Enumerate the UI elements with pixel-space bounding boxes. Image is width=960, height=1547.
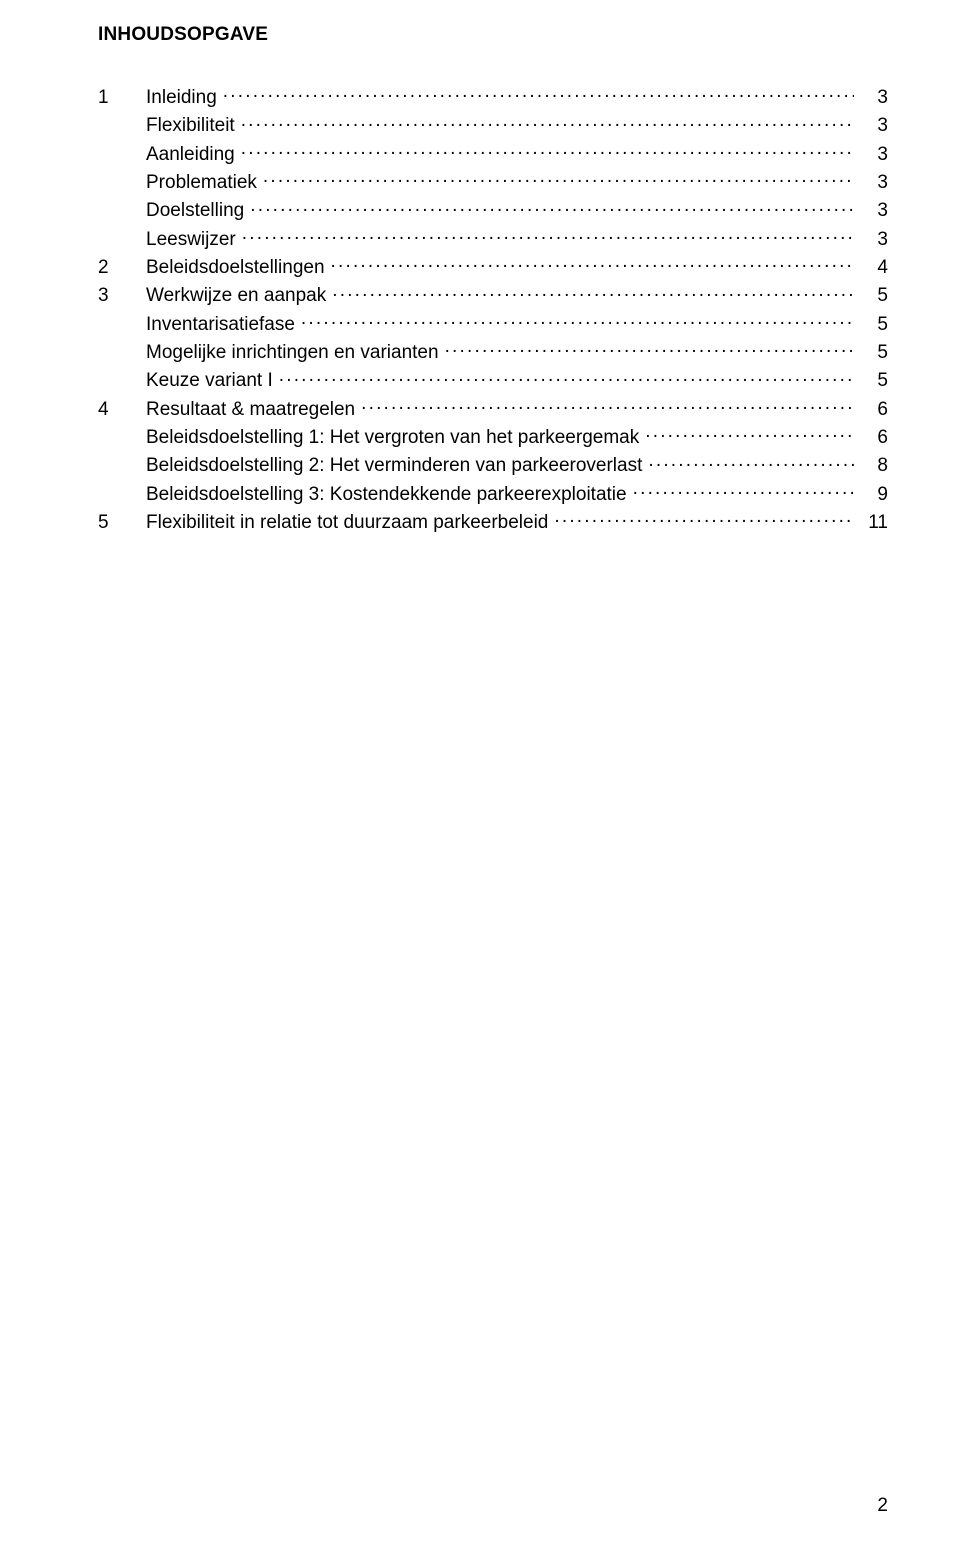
- toc-page: 5: [854, 370, 888, 392]
- page: INHOUDSOPGAVE 1 Inleiding 3 Flexibilitei…: [0, 0, 960, 1547]
- toc-row: Beleidsdoelstelling 3: Kostendekkende pa…: [98, 481, 888, 506]
- toc-page: 5: [854, 285, 888, 307]
- toc-page: 3: [854, 200, 888, 222]
- toc-leader: [223, 84, 854, 103]
- toc-row: 1 Inleiding 3: [98, 84, 888, 109]
- toc-page: 4: [854, 257, 888, 279]
- toc-leader: [250, 197, 854, 216]
- toc-page: 5: [854, 314, 888, 336]
- toc-leader: [332, 282, 854, 301]
- toc-page: 6: [854, 399, 888, 421]
- toc-label: Flexibiliteit in relatie tot duurzaam pa…: [146, 512, 554, 534]
- toc-label: Beleidsdoelstelling 3: Kostendekkende pa…: [146, 484, 633, 506]
- toc-leader: [263, 169, 854, 188]
- toc-leader: [648, 452, 854, 471]
- toc-label: Inleiding: [146, 87, 223, 109]
- toc-row: Leeswijzer 3: [98, 226, 888, 251]
- toc-row: 4 Resultaat & maatregelen 6: [98, 396, 888, 421]
- toc-label: Beleidsdoelstellingen: [146, 257, 331, 279]
- toc-label: Inventarisatiefase: [146, 314, 301, 336]
- toc-leader: [242, 226, 854, 245]
- toc-number: 5: [98, 512, 146, 534]
- toc-list: 1 Inleiding 3 Flexibiliteit 3 Aanleiding…: [98, 84, 888, 534]
- toc-label: Resultaat & maatregelen: [146, 399, 361, 421]
- toc-row: Inventarisatiefase 5: [98, 311, 888, 336]
- toc-leader: [554, 509, 854, 528]
- toc-leader: [361, 396, 854, 415]
- toc-row: Doelstelling 3: [98, 197, 888, 222]
- toc-row: 3 Werkwijze en aanpak 5: [98, 282, 888, 307]
- toc-label: Werkwijze en aanpak: [146, 285, 332, 307]
- toc-number: 2: [98, 257, 146, 279]
- toc-row: Aanleiding 3: [98, 141, 888, 166]
- toc-row: 2 Beleidsdoelstellingen 4: [98, 254, 888, 279]
- toc-page: 3: [854, 229, 888, 251]
- toc-page: 6: [854, 427, 888, 449]
- toc-label: Mogelijke inrichtingen en varianten: [146, 342, 445, 364]
- toc-label: Leeswijzer: [146, 229, 242, 251]
- toc-leader: [645, 424, 854, 443]
- toc-label: Doelstelling: [146, 200, 250, 222]
- toc-number: 3: [98, 285, 146, 307]
- toc-row: Flexibiliteit 3: [98, 112, 888, 137]
- toc-page: 3: [854, 144, 888, 166]
- toc-leader: [301, 311, 854, 330]
- toc-title: INHOUDSOPGAVE: [98, 24, 888, 46]
- toc-label: Aanleiding: [146, 144, 241, 166]
- toc-page: 11: [854, 512, 888, 534]
- toc-row: Mogelijke inrichtingen en varianten 5: [98, 339, 888, 364]
- toc-page: 3: [854, 87, 888, 109]
- toc-label: Problematiek: [146, 172, 263, 194]
- toc-number: 1: [98, 87, 146, 109]
- toc-number: 4: [98, 399, 146, 421]
- page-number: 2: [877, 1495, 888, 1517]
- toc-page: 3: [854, 115, 888, 137]
- toc-page: 5: [854, 342, 888, 364]
- toc-label: Flexibiliteit: [146, 115, 241, 137]
- toc-page: 8: [854, 455, 888, 477]
- toc-label: Keuze variant I: [146, 370, 279, 392]
- toc-leader: [633, 481, 854, 500]
- toc-leader: [241, 141, 854, 160]
- toc-page: 3: [854, 172, 888, 194]
- toc-row: 5 Flexibiliteit in relatie tot duurzaam …: [98, 509, 888, 534]
- toc-row: Beleidsdoelstelling 2: Het verminderen v…: [98, 452, 888, 477]
- toc-label: Beleidsdoelstelling 1: Het vergroten van…: [146, 427, 645, 449]
- toc-page: 9: [854, 484, 888, 506]
- toc-label: Beleidsdoelstelling 2: Het verminderen v…: [146, 455, 648, 477]
- toc-row: Keuze variant I 5: [98, 367, 888, 392]
- toc-leader: [445, 339, 854, 358]
- toc-row: Beleidsdoelstelling 1: Het vergroten van…: [98, 424, 888, 449]
- toc-leader: [241, 112, 854, 131]
- toc-row: Problematiek 3: [98, 169, 888, 194]
- toc-leader: [279, 367, 854, 386]
- toc-leader: [331, 254, 854, 273]
